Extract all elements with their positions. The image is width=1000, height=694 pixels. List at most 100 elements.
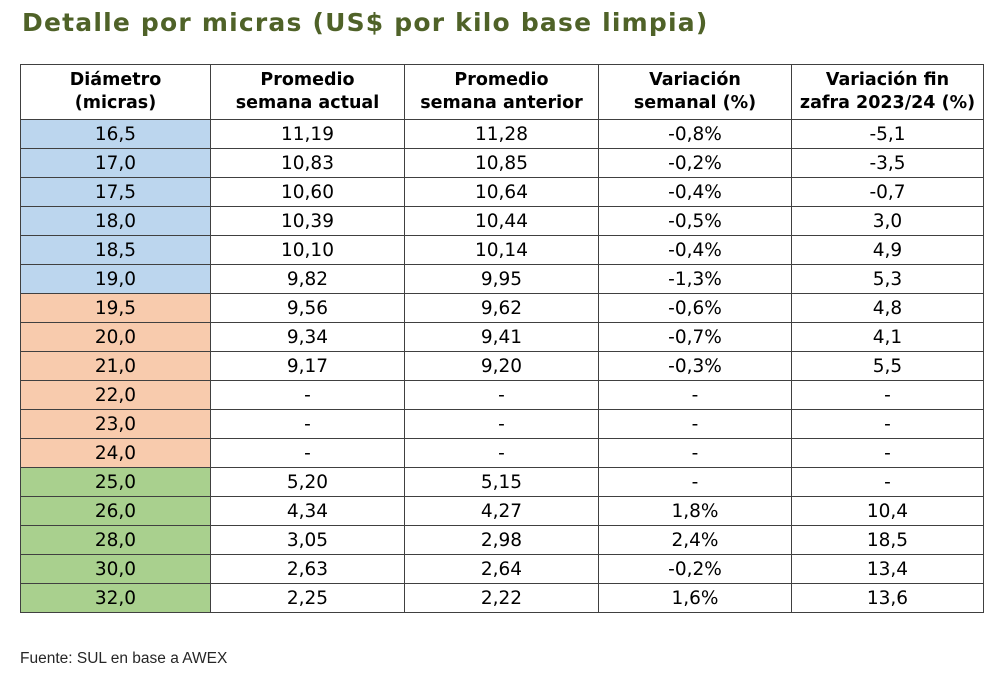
current-week-cell: 10,39 (210, 206, 405, 236)
previous-week-cell: 9,62 (404, 293, 599, 323)
weekly-change-cell: -0,7% (598, 322, 792, 352)
table-row: 23,0 - - - - (20, 409, 984, 439)
diameter-cell: 25,0 (20, 467, 211, 497)
header-variacion-semanal: Variación semanal (%) (598, 64, 792, 120)
header-line: Variación (649, 70, 741, 90)
header-line: Promedio (260, 70, 355, 90)
weekly-change-cell: -0,6% (598, 293, 792, 323)
current-week-cell: - (210, 409, 405, 439)
previous-week-cell: - (404, 438, 599, 468)
table-row: 18,0 10,39 10,44 -0,5% 3,0 (20, 206, 984, 236)
table-row: 30,0 2,63 2,64 -0,2% 13,4 (20, 554, 984, 584)
previous-week-cell: 10,44 (404, 206, 599, 236)
weekly-change-cell: - (598, 438, 792, 468)
table-row: 19,5 9,56 9,62 -0,6% 4,8 (20, 293, 984, 323)
previous-week-cell: - (404, 409, 599, 439)
diameter-cell: 24,0 (20, 438, 211, 468)
current-week-cell: 2,25 (210, 583, 405, 613)
current-week-cell: 10,60 (210, 177, 405, 207)
weekly-change-cell: 1,6% (598, 583, 792, 613)
header-diametro: Diámetro (micras) (20, 64, 211, 120)
season-change-cell: 4,9 (791, 235, 984, 265)
current-week-cell: 9,82 (210, 264, 405, 294)
current-week-cell: 2,63 (210, 554, 405, 584)
weekly-change-cell: -0,2% (598, 554, 792, 584)
weekly-change-cell: -0,8% (598, 119, 792, 149)
header-line: semana actual (235, 93, 380, 113)
weekly-change-cell: - (598, 409, 792, 439)
diameter-cell: 28,0 (20, 525, 211, 555)
previous-week-cell: 9,20 (404, 351, 599, 381)
table-row: 21,0 9,17 9,20 -0,3% 5,5 (20, 351, 984, 381)
diameter-cell: 21,0 (20, 351, 211, 381)
current-week-cell: 9,17 (210, 351, 405, 381)
previous-week-cell: 4,27 (404, 496, 599, 526)
header-line: Diámetro (69, 70, 162, 90)
diameter-cell: 20,0 (20, 322, 211, 352)
weekly-change-cell: -0,4% (598, 235, 792, 265)
season-change-cell: - (791, 438, 984, 468)
season-change-cell: 5,3 (791, 264, 984, 294)
season-change-cell: - (791, 467, 984, 497)
current-week-cell: 10,83 (210, 148, 405, 178)
diameter-cell: 30,0 (20, 554, 211, 584)
current-week-cell: 4,34 (210, 496, 405, 526)
header-promedio-anterior: Promedio semana anterior (404, 64, 599, 120)
previous-week-cell: 2,22 (404, 583, 599, 613)
weekly-change-cell: -1,3% (598, 264, 792, 294)
current-week-cell: 5,20 (210, 467, 405, 497)
previous-week-cell: 10,64 (404, 177, 599, 207)
diameter-cell: 16,5 (20, 119, 211, 149)
table-row: 19,0 9,82 9,95 -1,3% 5,3 (20, 264, 984, 294)
table-row: 20,0 9,34 9,41 -0,7% 4,1 (20, 322, 984, 352)
diameter-cell: 19,0 (20, 264, 211, 294)
diameter-cell: 18,5 (20, 235, 211, 265)
diameter-cell: 23,0 (20, 409, 211, 439)
weekly-change-cell: - (598, 467, 792, 497)
table-row: 26,0 4,34 4,27 1,8% 10,4 (20, 496, 984, 526)
previous-week-cell: 9,41 (404, 322, 599, 352)
weekly-change-cell: -0,5% (598, 206, 792, 236)
header-variacion-zafra: Variación fin zafra 2023/24 (%) (791, 64, 984, 120)
season-change-cell: 13,6 (791, 583, 984, 613)
header-line: semana anterior (420, 93, 583, 113)
weekly-change-cell: -0,3% (598, 351, 792, 381)
previous-week-cell: 10,14 (404, 235, 599, 265)
diameter-cell: 18,0 (20, 206, 211, 236)
previous-week-cell: 9,95 (404, 264, 599, 294)
current-week-cell: - (210, 380, 405, 410)
table-row: 17,5 10,60 10,64 -0,4% -0,7 (20, 177, 984, 207)
header-promedio-actual: Promedio semana actual (210, 64, 405, 120)
season-change-cell: 3,0 (791, 206, 984, 236)
table-row: 16,5 11,19 11,28 -0,8% -5,1 (20, 119, 984, 149)
weekly-change-cell: -0,2% (598, 148, 792, 178)
table-row: 32,0 2,25 2,22 1,6% 13,6 (20, 583, 984, 613)
current-week-cell: 11,19 (210, 119, 405, 149)
weekly-change-cell: - (598, 380, 792, 410)
previous-week-cell: 10,85 (404, 148, 599, 178)
season-change-cell: - (791, 380, 984, 410)
diameter-cell: 26,0 (20, 496, 211, 526)
table-row: 24,0 - - - - (20, 438, 984, 468)
weekly-change-cell: -0,4% (598, 177, 792, 207)
header-line: (micras) (74, 93, 157, 113)
diameter-cell: 32,0 (20, 583, 211, 613)
previous-week-cell: 11,28 (404, 119, 599, 149)
current-week-cell: 9,34 (210, 322, 405, 352)
season-change-cell: 10,4 (791, 496, 984, 526)
weekly-change-cell: 1,8% (598, 496, 792, 526)
previous-week-cell: 2,98 (404, 525, 599, 555)
season-change-cell: 5,5 (791, 351, 984, 381)
current-week-cell: 9,56 (210, 293, 405, 323)
table-row: 22,0 - - - - (20, 380, 984, 410)
micron-price-table: Diámetro (micras) Promedio semana actual… (20, 64, 984, 613)
diameter-cell: 19,5 (20, 293, 211, 323)
season-change-cell: 13,4 (791, 554, 984, 584)
season-change-cell: 4,1 (791, 322, 984, 352)
previous-week-cell: - (404, 380, 599, 410)
diameter-cell: 17,5 (20, 177, 211, 207)
header-line: Promedio (454, 70, 549, 90)
header-line: Variación fin (825, 70, 950, 90)
weekly-change-cell: 2,4% (598, 525, 792, 555)
table-row: 18,5 10,10 10,14 -0,4% 4,9 (20, 235, 984, 265)
